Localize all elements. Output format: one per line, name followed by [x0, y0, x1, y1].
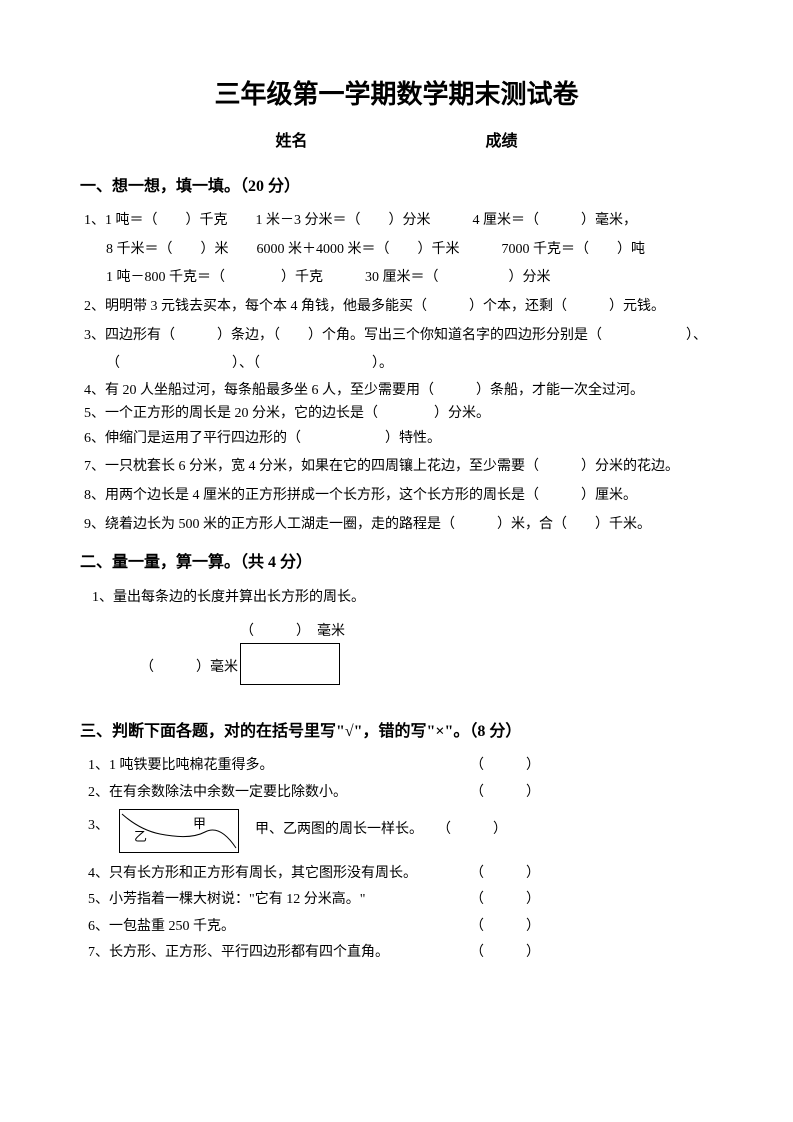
- s3-q5-row: 5、小芳指着一棵大树说："它有 12 分米高。" （ ）: [80, 887, 713, 914]
- name-label: 姓名: [275, 133, 307, 150]
- jia-label: 甲: [193, 812, 206, 837]
- s3-q3-figure: 甲 乙: [119, 809, 239, 853]
- s3-q7-text: 7、长方形、正方形、平行四边形都有四个直角。: [88, 945, 389, 960]
- s3-q6-text: 6、一包盐重 250 千克。: [88, 919, 235, 934]
- section3-header: 三、判断下面各题，对的在括号里写"√"，错的写"×"。（8 分）: [80, 717, 713, 747]
- s1-q1-line2: 8 千米＝（ ）米 6000 米＋4000 米＝（ ）千米 7000 千克＝（ …: [80, 237, 713, 264]
- name-score-row: 姓名 成绩: [80, 127, 713, 157]
- s3-q7-row: 7、长方形、正方形、平行四边形都有四个直角。 （ ）: [80, 940, 713, 967]
- s3-q4-text: 4、只有长方形和正方形有周长，其它图形没有周长。: [88, 866, 417, 881]
- s3-q5-text: 5、小芳指着一棵大树说："它有 12 分米高。": [88, 892, 365, 907]
- s3-q7-bracket: （ ）: [470, 940, 540, 967]
- section1-header: 一、想一想，填一填。（20 分）: [80, 172, 713, 202]
- s3-q1-bracket: （ ）: [470, 753, 540, 780]
- measure-diagram: （ ） 毫米 （ ）毫米: [80, 619, 713, 699]
- s1-q5: 5、一个正方形的周长是 20 分米，它的边长是（ ）分米。: [80, 403, 713, 424]
- yi-label: 乙: [134, 825, 147, 850]
- mm-left-label: （ ）毫米: [140, 655, 238, 682]
- s3-q4-row: 4、只有长方形和正方形有周长，其它图形没有周长。 （ ）: [80, 861, 713, 888]
- s3-q4-bracket: （ ）: [470, 861, 540, 888]
- s1-q8: 8、用两个边长是 4 厘米的正方形拼成一个长方形，这个长方形的周长是（ ）厘米。: [80, 483, 713, 510]
- s2-q1: 1、量出每条边的长度并算出长方形的周长。: [80, 585, 713, 612]
- s3-q6-bracket: （ ）: [470, 914, 540, 941]
- s1-q1-line3: 1 吨－800 千克＝（ ）千克 30 厘米＝（ ）分米: [80, 265, 713, 292]
- mm-top-label: （ ） 毫米: [240, 619, 345, 646]
- s1-q3-line1: 3、四边形有（ ）条边，（ ）个角。写出三个你知道名字的四边形分别是（ ）、: [80, 323, 713, 350]
- score-label: 成绩: [486, 133, 518, 150]
- s3-q3-num: 3、: [80, 813, 109, 840]
- section2-header: 二、量一量，算一算。（共 4 分）: [80, 548, 713, 578]
- s3-q1-row: 1、1 吨铁要比吨棉花重得多。 （ ）: [80, 753, 713, 780]
- s3-q1-text: 1、1 吨铁要比吨棉花重得多。: [88, 758, 274, 773]
- s1-q6: 6、伸缩门是运用了平行四边形的（ ）特性。: [80, 426, 713, 453]
- s1-q1-line1: 1、1 吨＝（ ）千克 1 米－3 分米＝（ ）分米 4 厘米＝（ ）毫米，: [80, 208, 713, 235]
- s1-q4: 4、有 20 人坐船过河，每条船最多坐 6 人，至少需要用（ ）条船，才能一次全…: [80, 380, 713, 401]
- s3-q6-row: 6、一包盐重 250 千克。 （ ）: [80, 914, 713, 941]
- s3-q3-row: 3、 甲 乙 甲、乙两图的周长一样长。 （ ）: [80, 809, 713, 853]
- s1-q7: 7、一只枕套长 6 分米，宽 4 分米，如果在它的四周镶上花边，至少需要（ ）分…: [80, 454, 713, 481]
- s3-q2-row: 2、在有余数除法中余数一定要比除数小。 （ ）: [80, 780, 713, 807]
- s1-q9: 9、绕着边长为 500 米的正方形人工湖走一圈，走的路程是（ ）米，合（ ）千米…: [80, 512, 713, 539]
- s3-q2-bracket: （ ）: [470, 780, 540, 807]
- s3-q2-text: 2、在有余数除法中余数一定要比除数小。: [88, 785, 347, 800]
- s3-q3-text: 甲、乙两图的周长一样长。 （ ）: [255, 817, 507, 844]
- s1-q2: 2、明明带 3 元钱去买本，每个本 4 角钱，他最多能买（ ）个本，还剩（ ）元…: [80, 294, 713, 321]
- page-title: 三年级第一学期数学期末测试卷: [80, 70, 713, 119]
- rectangle-shape: [240, 643, 340, 685]
- s3-q5-bracket: （ ）: [470, 887, 540, 914]
- s1-q3-line2: （ ）、（ ）。: [80, 351, 713, 378]
